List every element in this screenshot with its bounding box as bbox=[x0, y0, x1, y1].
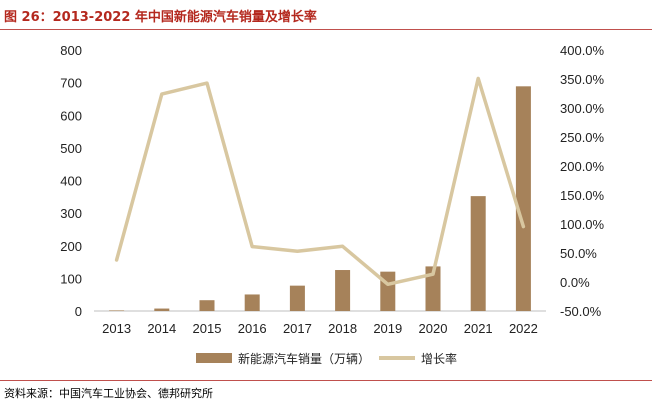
legend-line-label: 增长率 bbox=[421, 351, 457, 366]
y-left-tick-label: 700 bbox=[60, 76, 82, 91]
sales-bar bbox=[244, 294, 260, 311]
sales-bar bbox=[470, 196, 486, 311]
y-left-tick-label: 300 bbox=[60, 206, 82, 221]
x-tick-label: 2018 bbox=[328, 321, 357, 336]
x-tick-label: 2013 bbox=[102, 321, 131, 336]
y-left-tick-label: 500 bbox=[60, 141, 82, 156]
y-left-tick-label: 800 bbox=[60, 43, 82, 58]
x-tick-label: 2019 bbox=[373, 321, 402, 336]
sales-bar bbox=[425, 266, 441, 311]
x-tick-label: 2015 bbox=[193, 321, 222, 336]
source-note: 资料来源：中国汽车工业协会、德邦研究所 bbox=[4, 387, 213, 400]
y-right-tick-label: 250.0% bbox=[560, 130, 605, 145]
x-tick-label: 2014 bbox=[147, 321, 176, 336]
y-left-tick-label: 0 bbox=[75, 304, 82, 319]
sales-bar bbox=[154, 308, 170, 311]
y-right-tick-label: 50.0% bbox=[560, 246, 597, 261]
x-tick-label: 2016 bbox=[238, 321, 267, 336]
y-left-tick-label: 600 bbox=[60, 108, 82, 123]
y-right-tick-label: 400.0% bbox=[560, 43, 605, 58]
legend: 新能源汽车销量（万辆） 增长率 bbox=[196, 351, 457, 366]
sales-bar bbox=[289, 285, 305, 311]
bars bbox=[109, 86, 531, 311]
sales-bar bbox=[109, 310, 125, 311]
y-right-tick-label: -50.0% bbox=[560, 304, 602, 319]
sales-bar bbox=[515, 86, 531, 311]
x-tick-label: 2022 bbox=[509, 321, 538, 336]
y-left-tick-label: 200 bbox=[60, 239, 82, 254]
figure-title: 图 26：2013-2022 年中国新能源汽车销量及增长率 bbox=[4, 10, 317, 25]
y-right-tick-label: 300.0% bbox=[560, 101, 605, 116]
sales-bar bbox=[380, 271, 396, 311]
y-left-tick-label: 400 bbox=[60, 174, 82, 189]
x-tick-label: 2017 bbox=[283, 321, 312, 336]
axes: 0 100 200 300 400 500 600 700 800 -50.0% 0.0% 50.0%… bbox=[60, 43, 604, 336]
y-right-tick-label: 150.0% bbox=[560, 188, 605, 203]
y-right-tick-label: 200.0% bbox=[560, 159, 605, 174]
sales-bar bbox=[199, 300, 215, 311]
y-right-tick-label: 100.0% bbox=[560, 217, 605, 232]
y-left-tick-label: 100 bbox=[60, 271, 82, 286]
growth-line-path bbox=[114, 76, 526, 287]
sales-bar bbox=[335, 270, 351, 311]
growth-line bbox=[114, 76, 526, 287]
y-right-tick-label: 350.0% bbox=[560, 72, 605, 87]
legend-bar-swatch bbox=[196, 353, 232, 363]
y-right-tick-label: 0.0% bbox=[560, 275, 590, 290]
bottom-rule bbox=[0, 380, 652, 381]
top-rule bbox=[0, 29, 652, 30]
x-tick-label: 2021 bbox=[464, 321, 493, 336]
x-tick-label: 2020 bbox=[419, 321, 448, 336]
bar-line-chart: 0 100 200 300 400 500 600 700 800 -50.0% 0.0% 50.0%… bbox=[60, 43, 604, 366]
legend-bar-label: 新能源汽车销量（万辆） bbox=[238, 351, 370, 366]
